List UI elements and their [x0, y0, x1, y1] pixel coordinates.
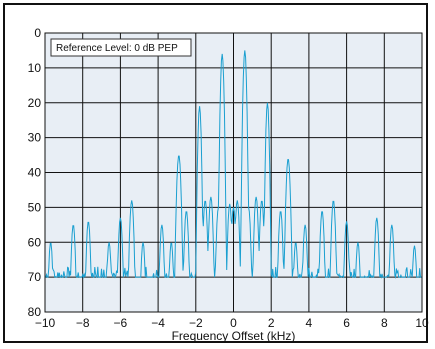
x-tick-label: −10: [35, 316, 56, 330]
spectrum-peak: [210, 196, 212, 198]
y-tick-label: 50: [28, 200, 42, 214]
y-tick-label: 80: [28, 305, 42, 319]
spectrum-peak: [229, 203, 231, 205]
reference-level-box: Reference Level: 0 dB PEP: [50, 38, 192, 57]
y-tick-label: 70: [28, 270, 42, 284]
spectrum-peak: [280, 210, 282, 212]
spectrum-peak: [88, 221, 90, 223]
y-tick-label: 40: [28, 166, 42, 180]
spectrum-peak: [170, 241, 172, 243]
reference-level-frame: [50, 38, 192, 57]
spectrum-peak: [414, 245, 416, 247]
spectrum-peak: [333, 200, 335, 202]
spectrum-peak: [72, 224, 74, 226]
spectrum-peak: [142, 241, 144, 243]
spectrum-peak: [244, 50, 246, 52]
spectrum-peak: [267, 102, 269, 104]
spectrum-peak: [255, 196, 257, 198]
spectrum-peak: [199, 105, 201, 107]
x-tick-label: −8: [76, 316, 90, 330]
spectrum-peak: [248, 207, 250, 209]
spectrum-peak: [50, 241, 52, 243]
spectrum-peak: [346, 221, 348, 223]
spectrum-peak: [186, 210, 188, 212]
x-tick-label: 0: [230, 316, 237, 330]
x-tick-label: 4: [306, 316, 313, 330]
spectrum-peak: [108, 241, 110, 243]
x-tick-label: 2: [268, 316, 275, 330]
x-tick-label: 6: [343, 316, 350, 330]
spectrum-peak: [161, 224, 163, 226]
spectrum-peak: [376, 217, 378, 219]
spectrum-peak: [304, 224, 306, 226]
spectrum-peak: [357, 241, 359, 243]
spectrum-peak: [131, 200, 133, 202]
spectrum-peak: [287, 158, 289, 160]
spectrum-peak: [178, 154, 180, 156]
trace-layer: [45, 50, 422, 279]
y-tick-label: 30: [28, 131, 42, 145]
spectrum-peak: [221, 53, 223, 55]
spectrum-peak: [120, 217, 122, 219]
y-tick-label: 20: [28, 96, 42, 110]
x-tick-label: 10: [415, 316, 429, 330]
spectrum-chart: −10 −8 −6 −4 −2 0 2 4 6 8 10 0 10 20 30 40 50 60 70 80 Ref…: [28, 26, 429, 343]
reference-level-text: Reference Level: 0 dB PEP: [56, 43, 178, 54]
plot-border: [44, 32, 423, 313]
spectrum-line: [45, 50, 422, 279]
spectrum-peak: [204, 200, 206, 202]
y-tick-labels: 0 10 20 30 40 50 60 70 80: [28, 26, 42, 319]
x-tick-label: −4: [151, 316, 165, 330]
x-tick-label: 8: [381, 316, 388, 330]
x-tick-label: −2: [189, 316, 203, 330]
y-tick-label: 60: [28, 235, 42, 249]
y-tick-label: 0: [34, 26, 41, 40]
spectrum-peak: [233, 207, 235, 209]
spectrum-peak: [218, 207, 220, 209]
x-axis-label: Frequency Offset (kHz): [172, 329, 296, 343]
spectrum-peak: [236, 200, 238, 202]
x-tick-label: −6: [114, 316, 128, 330]
spectrum-peak: [261, 200, 263, 202]
spectrum-peak: [391, 224, 393, 226]
spectrum-peak: [321, 210, 323, 212]
x-tick-labels: −10 −8 −6 −4 −2 0 2 4 6 8 10: [35, 316, 429, 330]
spectrum-peak: [295, 241, 297, 243]
y-tick-label: 10: [28, 61, 42, 75]
chart-frame: −10 −8 −6 −4 −2 0 2 4 6 8 10 0 10 20 30 40 50 60 70 80 Ref…: [3, 3, 429, 343]
